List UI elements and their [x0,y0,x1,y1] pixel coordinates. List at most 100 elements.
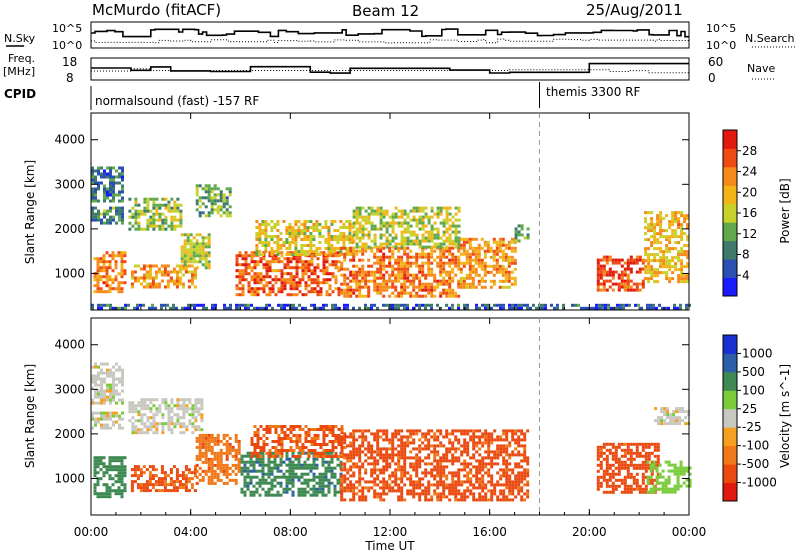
heatmap-cell [340,252,344,256]
heatmap-cell [114,480,118,484]
heatmap-cell [490,306,493,310]
heatmap-cell [327,466,331,470]
heatmap-cell [493,456,497,460]
heatmap-cell [403,447,407,451]
heatmap-cell [105,278,109,282]
heatmap-cell [151,483,155,487]
heatmap-cell [195,242,199,246]
heatmap-cell [325,449,329,452]
heatmap-cell [677,259,681,263]
heatmap-cell [484,435,488,439]
heatmap-cell [336,229,340,232]
heatmap-cell [210,433,214,437]
heatmap-cell [225,208,229,212]
heatmap-cell [316,278,320,282]
heatmap-cell [346,249,350,253]
heatmap-cell [195,463,199,467]
heatmap-cell [244,303,247,307]
heatmap-cell [237,463,241,467]
heatmap-cell [181,471,185,475]
heatmap-cell [394,303,397,307]
heatmap-cell [532,303,535,307]
heatmap-cell [297,235,301,238]
heatmap-cell [280,425,284,428]
heatmap-cell [328,272,332,276]
heatmap-cell [469,483,473,487]
heatmap-cell [201,196,205,200]
heatmap-cell [481,303,484,307]
heatmap-cell [472,438,476,442]
heatmap-cell [258,451,262,455]
heatmap-cell [562,306,565,310]
heatmap-cell [190,282,194,286]
heatmap-cell [268,425,272,428]
heatmap-cell [439,465,443,469]
heatmap-cell [617,258,621,262]
heatmap-cell [178,276,182,280]
heatmap-cell [108,459,112,463]
heatmap-cell [175,276,179,280]
heatmap-cell [210,469,214,473]
heatmap-cell [140,413,144,417]
heatmap-cell [151,465,155,469]
heatmap-cell [671,265,675,269]
heatmap-cell [146,206,150,210]
heatmap-cell [112,206,115,210]
heatmap-cell [454,206,458,210]
heatmap-cell [148,273,152,277]
heatmap-cell [478,477,482,481]
heatmap-cell [415,252,419,256]
heatmap-cell [451,221,455,225]
heatmap-cell [115,377,118,381]
heatmap-cell [198,199,202,203]
heatmap-cell [433,276,437,280]
heatmap-cell [176,218,180,222]
heatmap-cell [250,257,254,261]
heatmap-cell [328,449,332,452]
heatmap-cell [94,187,97,191]
heatmap-cell [442,261,446,265]
heatmap-cell [391,486,395,490]
heatmap-cell [340,441,344,445]
heatmap-cell [403,227,407,231]
heatmap-cell [424,288,428,292]
heatmap-cell [373,209,377,213]
heatmap-cell [641,285,645,289]
heatmap-cell [97,212,100,216]
heatmap-cell [310,257,314,261]
heatmap-cell [427,245,431,249]
colorbar-tick-label: 24 [742,165,757,179]
heatmap-cell [352,252,356,256]
heatmap-cell [151,468,155,472]
heatmap-cell [352,450,356,454]
heatmap-cell [526,303,529,307]
heatmap-cell [412,294,416,298]
heatmap-cell [238,278,242,282]
heatmap-cell [285,484,289,488]
heatmap-cell [677,235,681,239]
heatmap-cell [164,407,168,411]
heatmap-cell [194,425,198,429]
heatmap-cell [451,447,455,451]
heatmap-cell [285,232,289,235]
heatmap-cell [109,371,112,375]
heatmap-cell [445,230,449,234]
heatmap-cell [397,224,401,228]
heatmap-cell [427,444,431,448]
heatmap-cell [255,481,259,485]
heatmap-cell [261,223,265,226]
heatmap-cell [133,270,137,274]
heatmap-cell [201,211,205,215]
heatmap-cell [292,440,296,443]
heatmap-cell [270,460,274,464]
heatmap-cell [318,475,322,479]
heatmap-cell [166,303,169,307]
heatmap-cell [659,259,663,263]
heatmap-cell [268,281,272,285]
heatmap-cell [445,429,449,433]
heatmap-cell [283,266,287,270]
heatmap-cell [243,490,247,494]
heatmap-cell [514,306,517,310]
heatmap-cell [498,249,502,253]
heatmap-cell [680,253,684,257]
